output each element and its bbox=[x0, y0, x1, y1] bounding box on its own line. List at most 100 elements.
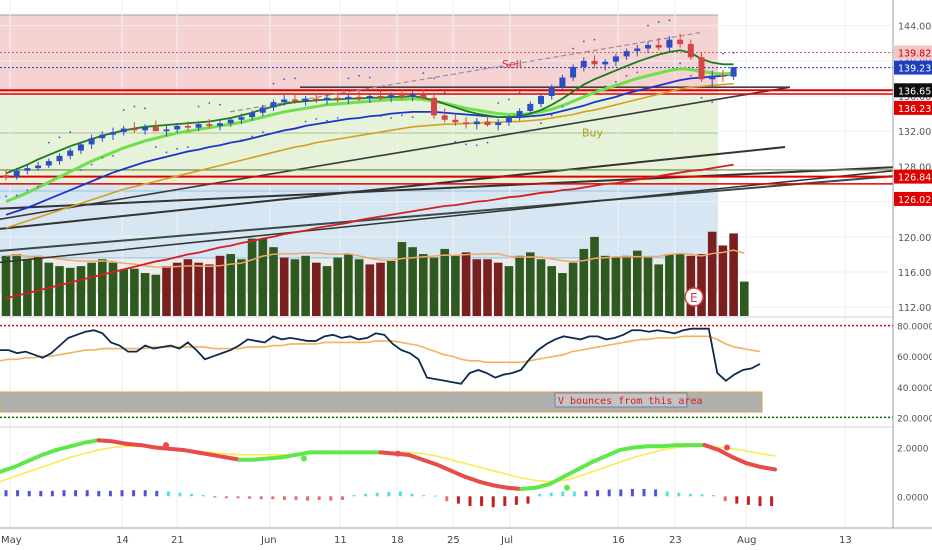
candle bbox=[591, 60, 598, 65]
psar-dot bbox=[229, 141, 232, 144]
psar-dot bbox=[133, 105, 136, 108]
psar-dot bbox=[240, 139, 243, 141]
histogram-bar bbox=[16, 490, 20, 497]
psar-dot bbox=[593, 38, 596, 41]
psar-dot bbox=[722, 52, 724, 55]
momentum-segment bbox=[434, 462, 453, 473]
psar-dot bbox=[465, 143, 467, 146]
volume-bar bbox=[686, 255, 696, 316]
histogram-bar bbox=[480, 496, 484, 507]
histogram-bar bbox=[503, 496, 507, 507]
price-label: 136.23 bbox=[898, 104, 931, 115]
histogram-bar bbox=[445, 496, 449, 502]
candle bbox=[227, 119, 234, 124]
osc-tick-label: 20.0000 bbox=[897, 414, 932, 424]
volume-bar bbox=[526, 252, 535, 316]
psar-dot bbox=[732, 51, 735, 54]
psar-dot bbox=[58, 136, 61, 139]
histogram-bar bbox=[166, 491, 170, 497]
volume-bar bbox=[279, 257, 289, 316]
volume-bar bbox=[172, 262, 182, 316]
trend-line bbox=[0, 175, 894, 252]
osc-line bbox=[0, 335, 761, 364]
psar-dot bbox=[315, 117, 318, 120]
x-tick-label: Aug bbox=[737, 535, 757, 546]
volume-bar bbox=[483, 259, 492, 316]
price-tick-label: 132.00 bbox=[898, 127, 931, 138]
price-label: 126.84 bbox=[898, 173, 931, 184]
histogram-bar bbox=[74, 490, 78, 497]
x-tick-label: 13 bbox=[839, 535, 852, 546]
ma-red bbox=[5, 163, 734, 300]
momentum-segment bbox=[0, 465, 17, 474]
volume-bar bbox=[718, 245, 728, 316]
histogram-bar bbox=[712, 495, 716, 497]
candle bbox=[88, 138, 95, 145]
candle bbox=[184, 125, 191, 128]
volume-bar bbox=[419, 254, 428, 316]
x-tick-label: 11 bbox=[334, 535, 347, 546]
candle bbox=[634, 48, 641, 52]
volume-bar bbox=[622, 255, 631, 316]
momentum-segment bbox=[223, 455, 242, 462]
volume-bar bbox=[643, 257, 653, 316]
volume-bar bbox=[493, 262, 503, 316]
psar-dot bbox=[15, 194, 18, 197]
volume-bar bbox=[119, 269, 128, 316]
cross-dot bbox=[724, 444, 730, 451]
candle bbox=[270, 102, 277, 108]
candle bbox=[730, 66, 737, 77]
histogram-bar bbox=[248, 496, 252, 499]
momentum-segment bbox=[463, 474, 482, 484]
histogram-bar bbox=[433, 495, 437, 497]
histogram-bar bbox=[538, 493, 542, 497]
psar-dot bbox=[689, 74, 692, 77]
volume-bar bbox=[65, 267, 75, 316]
histogram-bar bbox=[665, 491, 669, 497]
x-tick-label: 16 bbox=[612, 535, 625, 546]
candle bbox=[463, 122, 470, 125]
psar-dot bbox=[497, 102, 500, 104]
psar-dot bbox=[540, 122, 542, 125]
psar-dot bbox=[711, 101, 714, 104]
x-tick-label: 18 bbox=[391, 535, 404, 546]
psar-dot bbox=[615, 81, 617, 83]
candle bbox=[110, 132, 116, 135]
histogram-bar bbox=[526, 496, 530, 504]
psar-dot bbox=[219, 103, 221, 106]
momentum-segment bbox=[153, 445, 172, 451]
volume-bar bbox=[386, 260, 396, 316]
momentum-segment bbox=[40, 447, 59, 457]
candle bbox=[473, 121, 480, 125]
psar-dot bbox=[454, 140, 457, 143]
histogram-bar bbox=[700, 494, 704, 497]
psar-dot bbox=[144, 107, 147, 110]
histogram-bar bbox=[375, 492, 379, 497]
volume-bar bbox=[461, 252, 471, 316]
histogram-bar bbox=[619, 489, 623, 497]
psar-dot bbox=[486, 141, 489, 144]
x-tick-label: 14 bbox=[116, 535, 129, 546]
psar-dot bbox=[165, 151, 168, 154]
psar-dot bbox=[636, 71, 639, 74]
psar-dot bbox=[112, 154, 114, 157]
psar-dot bbox=[304, 120, 307, 123]
momentum-segment bbox=[195, 450, 214, 457]
trend-line bbox=[0, 146, 786, 230]
price-label-bg bbox=[894, 60, 932, 75]
x-tick-label: May bbox=[1, 535, 22, 546]
volume-bar bbox=[729, 233, 738, 316]
candle bbox=[259, 107, 266, 113]
candle bbox=[484, 121, 491, 126]
trend-line bbox=[0, 170, 894, 264]
volume-bar bbox=[611, 257, 621, 316]
momentum-segment bbox=[251, 456, 270, 462]
candle bbox=[612, 56, 619, 62]
trend-line bbox=[0, 86, 791, 220]
histogram-bar bbox=[630, 488, 634, 497]
histogram-bar bbox=[282, 496, 286, 500]
histogram-bar bbox=[329, 496, 333, 501]
trend-line bbox=[0, 166, 894, 210]
bounce-note-box bbox=[554, 392, 688, 408]
